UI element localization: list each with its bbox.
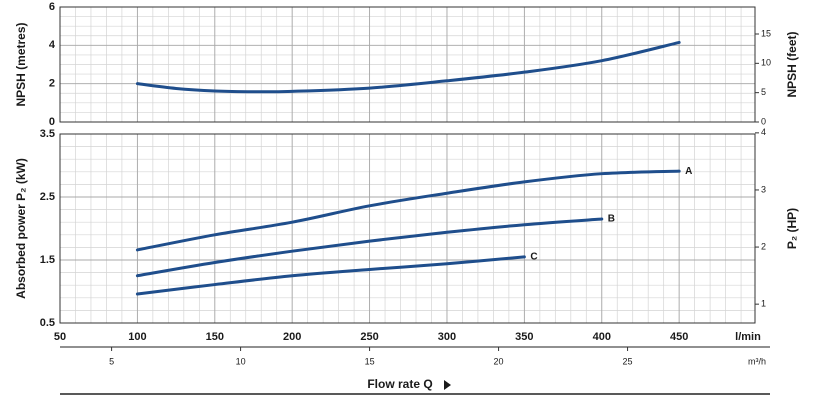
y-tick-label: 2 (49, 78, 55, 90)
x-tick-label: 250 (360, 331, 378, 343)
y-tick-label: 4 (49, 39, 56, 51)
y-tick-label: 0.5 (40, 317, 55, 329)
x-tick-label: 150 (206, 331, 224, 343)
y-axis-title: Absorbed power P₂ (kW) (14, 158, 28, 299)
x2-tick-label: 10 (236, 356, 246, 366)
x-tick-label: 200 (283, 331, 301, 343)
plot-frame (59, 6, 756, 123)
curve (135, 255, 526, 296)
y-axis-title: NPSH (metres) (14, 22, 28, 106)
curve-label: B (608, 214, 615, 225)
y-tick-label: 2.5 (40, 191, 55, 203)
y2-axis-title: NPSH (feet) (785, 31, 799, 97)
x-tick-label: 450 (670, 331, 688, 343)
curve (135, 169, 681, 252)
curve (135, 217, 604, 278)
x-tick-label: 50 (54, 331, 66, 343)
y-tick-label: 3.5 (40, 128, 55, 140)
x-unit: l/min (735, 331, 761, 343)
x2-unit: m³/h (748, 356, 766, 366)
x-tick-label: 300 (438, 331, 456, 343)
y2-axis-title: P₂ (HP) (785, 208, 799, 249)
y-tick-label: 0 (49, 116, 55, 128)
y2-tick-label: 3 (761, 184, 766, 194)
x2-tick-label: 5 (109, 356, 114, 366)
x-tick-label: 350 (515, 331, 533, 343)
x-tick-label: 400 (593, 331, 611, 343)
y2-tick-label: 0 (761, 116, 766, 126)
y2-tick-label: 10 (761, 58, 771, 68)
plot-frame (59, 133, 756, 324)
arrow (444, 380, 451, 390)
x-tick-label: 100 (128, 331, 146, 343)
x2-tick-label: 25 (623, 356, 633, 366)
y2-tick-label: 5 (761, 87, 766, 97)
y2-tick-label: 15 (761, 28, 771, 38)
y2-tick-label: 1 (761, 299, 766, 309)
y-tick-label: 6 (49, 1, 55, 13)
curve-label: C (530, 251, 537, 262)
x-axis-title: Flow rate Q (367, 377, 432, 391)
x2-tick-label: 15 (365, 356, 375, 366)
y2-tick-label: 4 (761, 127, 766, 137)
curve-label: A (685, 166, 692, 177)
y2-tick-label: 2 (761, 241, 766, 251)
y-tick-label: 1.5 (40, 254, 55, 266)
curve (135, 40, 681, 94)
x2-tick-label: 20 (494, 356, 504, 366)
